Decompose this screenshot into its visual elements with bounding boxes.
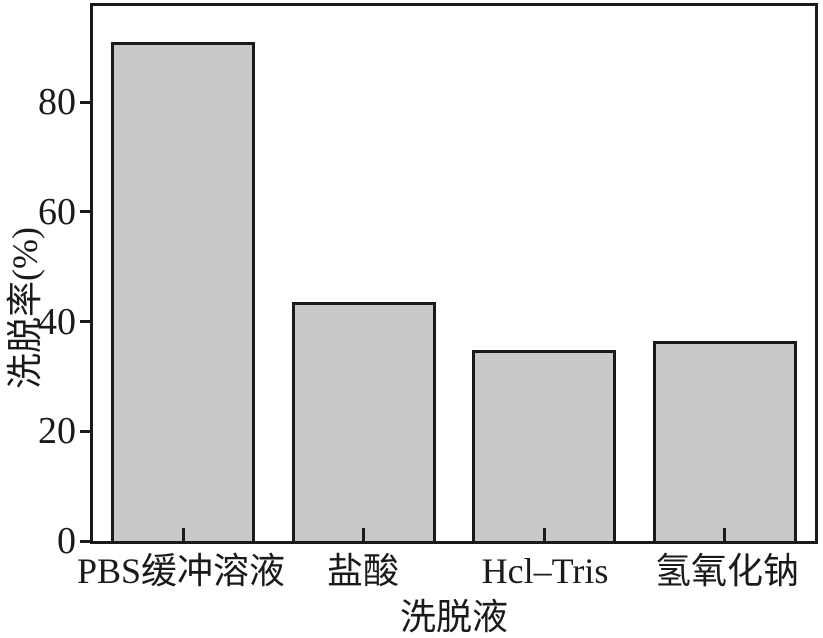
x-tick [723, 528, 727, 541]
plot-area [90, 3, 818, 544]
y-tick-label: 0 [57, 520, 76, 562]
y-tick-label: 60 [38, 190, 76, 233]
y-tick [80, 539, 90, 543]
bar-2 [291, 302, 436, 541]
x-tick-label: PBS缓冲溶液 [76, 551, 286, 591]
y-tick [80, 429, 90, 433]
bar-4 [652, 341, 797, 541]
x-tick [362, 528, 366, 541]
bar-1 [111, 41, 256, 541]
x-tick [181, 528, 185, 541]
y-tick [80, 100, 90, 104]
y-tick-label: 20 [38, 410, 76, 453]
bar-3 [472, 350, 617, 541]
x-tick-label: 氢氧化钠 [654, 551, 800, 591]
x-tick [542, 528, 546, 541]
x-tick-label: 盐酸 [326, 551, 400, 591]
y-tick [80, 210, 90, 214]
y-tick [80, 320, 90, 323]
x-axis-title: 洗脱液 [399, 597, 509, 637]
y-tick-label: 80 [38, 81, 76, 124]
x-tick-label: Hcl–Tris [481, 551, 609, 591]
y-tick-label: 40 [38, 300, 76, 343]
